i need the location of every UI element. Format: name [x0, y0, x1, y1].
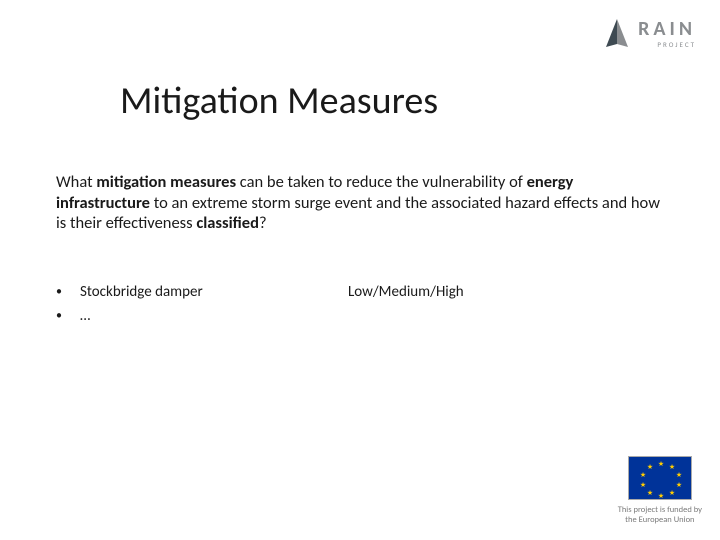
intro-bold-1: mitigation measures [96, 172, 236, 192]
footer-line-2: the European Union [625, 515, 694, 525]
footer-text: This project is funded by the European U… [618, 506, 702, 526]
bullet-label: Stockbridge damper [80, 282, 203, 302]
rain-logo: RAIN PROJECT [604, 18, 696, 48]
eu-flag-icon: ★ ★ ★ ★ ★ ★ ★ ★ ★ ★ ★ ★ [628, 456, 692, 500]
rain-logo-text: RAIN [638, 19, 696, 39]
list-item: • Stockbridge damper [56, 282, 356, 302]
intro-paragraph: What mitigation measures can be taken to… [56, 172, 664, 234]
footer-line-1: This project is funded by [618, 505, 702, 515]
bullet-label: … [80, 306, 90, 326]
classification-label: Low/Medium/High [348, 282, 464, 302]
bullet-icon: • [56, 306, 80, 326]
footer: ★ ★ ★ ★ ★ ★ ★ ★ ★ ★ ★ ★ This project is … [618, 456, 702, 526]
list-item: • … [56, 306, 356, 326]
intro-text-1: What [56, 172, 96, 192]
intro-text-2: can be taken to reduce the vulnerability… [236, 172, 527, 192]
rain-logo-text-block: RAIN PROJECT [638, 19, 696, 48]
bullet-list: • Stockbridge damper • … [56, 282, 356, 330]
intro-text-4: ? [259, 213, 267, 233]
rain-logo-icon [604, 18, 630, 48]
intro-bold-3: classified [196, 213, 259, 233]
bullet-icon: • [56, 282, 80, 302]
slide: RAIN PROJECT Mitigation Measures What mi… [0, 0, 720, 540]
rain-logo-subtitle: PROJECT [657, 41, 696, 48]
page-title: Mitigation Measures [120, 78, 438, 124]
